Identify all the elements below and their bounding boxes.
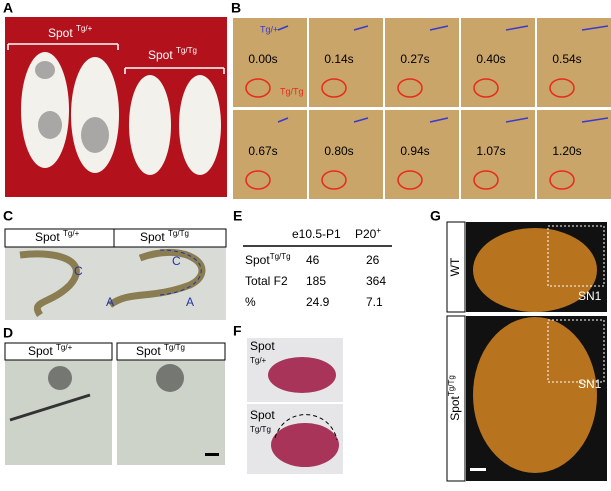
- video-frame: [537, 110, 611, 199]
- table-cell: 7.1: [366, 295, 383, 309]
- trace: [473, 78, 499, 98]
- annotation: C: [74, 264, 83, 278]
- timestamp: 0.00s: [248, 52, 277, 66]
- annotation: C: [172, 254, 181, 268]
- row-header: WT: [448, 257, 462, 276]
- table-cell: 364: [366, 274, 386, 288]
- table-cell: 46: [306, 253, 320, 267]
- table-cell: 26: [366, 253, 380, 267]
- video-frame: [385, 18, 459, 107]
- video-frame: [385, 110, 459, 199]
- trace: [321, 78, 347, 98]
- timestamp: 1.20s: [552, 144, 581, 158]
- timestamp: 0.14s: [324, 52, 353, 66]
- panel-label: E: [233, 208, 242, 224]
- table-header: e10.5-P1: [292, 227, 341, 241]
- frame-label: Tg/+: [260, 24, 278, 34]
- annotation: A: [186, 295, 194, 309]
- header-box: [116, 342, 226, 361]
- trace: [429, 25, 449, 31]
- row-label: Tg/+: [250, 356, 267, 365]
- row-header: SpotTg/Tg: [447, 375, 462, 421]
- trace: [549, 170, 575, 190]
- trace: [581, 25, 609, 31]
- trace: [245, 170, 271, 190]
- row-header: Total F2: [245, 274, 288, 288]
- video-frame: [461, 110, 535, 199]
- row-label: Spot: [250, 339, 275, 353]
- timestamp: 0.67s: [248, 144, 277, 158]
- video-frame: [233, 18, 307, 107]
- video-frame: [309, 110, 383, 199]
- annotation: SN1: [578, 289, 602, 303]
- video-frame: [461, 18, 535, 107]
- panel-label: C: [3, 208, 13, 224]
- row-box: [446, 315, 466, 482]
- row-header: %: [245, 295, 256, 309]
- panel-label: B: [231, 0, 241, 16]
- row-label: Tg/Tg: [250, 425, 271, 434]
- video-frame: [233, 110, 307, 199]
- column-header: Spot Tg/Tg: [140, 229, 189, 244]
- annotation: A: [106, 295, 114, 309]
- trace: [473, 170, 499, 190]
- timestamp: 0.94s: [400, 144, 429, 158]
- frame-label: Tg/Tg: [280, 86, 304, 96]
- trace: [245, 78, 271, 98]
- timestamp: 0.80s: [324, 144, 353, 158]
- video-frame: [537, 18, 611, 107]
- trace: [505, 25, 529, 31]
- trace: [397, 78, 423, 98]
- timestamp: 0.40s: [476, 52, 505, 66]
- column-header: Spot Tg/Tg: [136, 343, 185, 358]
- group-label: Spot Tg/+: [48, 24, 93, 40]
- panel-label: D: [3, 325, 13, 341]
- trace: [321, 170, 347, 190]
- table-cell: 185: [306, 274, 326, 288]
- panel-label: G: [430, 208, 441, 224]
- column-header: Spot Tg/+: [35, 229, 80, 244]
- panel-label: A: [3, 0, 13, 16]
- timestamp: 1.07s: [476, 144, 505, 158]
- table-cell: 24.9: [306, 295, 330, 309]
- trace: [505, 117, 529, 123]
- trace: [353, 117, 369, 123]
- panel-label: F: [233, 323, 242, 339]
- column-header: Spot Tg/+: [28, 343, 73, 358]
- trace: [549, 78, 575, 98]
- timestamp: 0.27s: [400, 52, 429, 66]
- trace: [277, 25, 289, 31]
- annotation: SN1: [578, 377, 602, 391]
- table-header: P20+: [355, 226, 381, 241]
- header-box: [4, 342, 113, 361]
- trace: [397, 170, 423, 190]
- trace: [353, 25, 369, 31]
- trace: [581, 117, 609, 123]
- row-label: Spot: [250, 408, 275, 422]
- trace: [277, 117, 289, 123]
- row-box: [446, 221, 466, 313]
- timestamp: 0.54s: [552, 52, 581, 66]
- group-label: Spot Tg/Tg: [148, 46, 197, 62]
- trace: [429, 117, 449, 123]
- header-box: [113, 228, 227, 248]
- row-header: SpotTg/Tg: [245, 252, 291, 267]
- video-frame: [309, 18, 383, 107]
